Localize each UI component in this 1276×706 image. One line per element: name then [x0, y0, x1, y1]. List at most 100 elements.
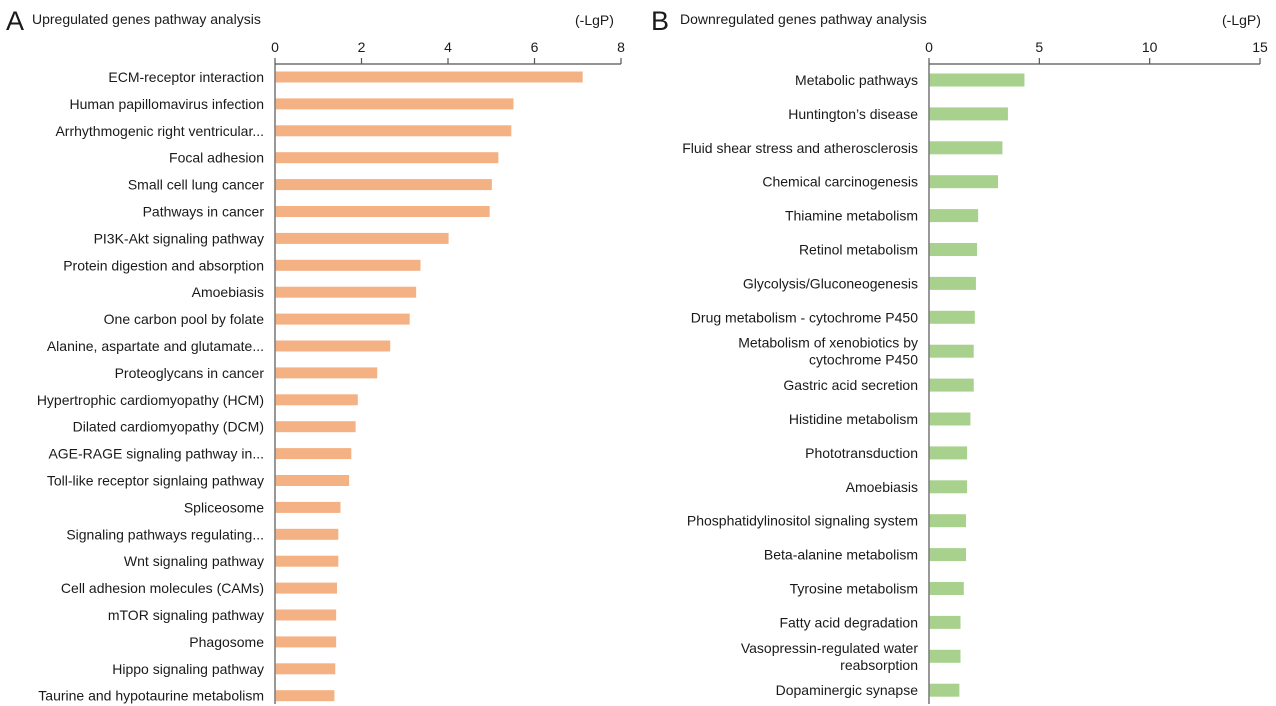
panel-b-bar-13	[929, 514, 967, 528]
panel-a-category-label-22: Hippo signaling pathway	[112, 661, 264, 677]
panel-a-bar-9	[275, 313, 410, 325]
panel-a-bar-5	[275, 206, 490, 217]
panel-a-bar-10	[275, 340, 391, 352]
panel-b-unit-label: (-LgP)	[1222, 12, 1261, 28]
panel-a-category-label-7: Protein digestion and absorption	[63, 257, 264, 273]
panel-b-bar-12	[929, 480, 968, 494]
panel-b-bar-4	[929, 209, 979, 223]
panel-a-unit-label: (-LgP)	[575, 12, 614, 28]
panel-b-bar-17	[929, 649, 961, 663]
panel-b-bar-0	[929, 73, 1025, 87]
panel-b-bar-5	[929, 243, 978, 256]
panel-a-x-tick-label-1: 2	[358, 39, 366, 55]
panel-a-bar-7	[275, 259, 421, 271]
panel-a-title: Upregulated genes pathway analysis	[32, 11, 261, 27]
panel-b-bar-10	[929, 412, 971, 426]
panel-b-bar-9	[929, 378, 974, 392]
panel-a-category-label-18: Wnt signaling pathway	[124, 553, 264, 569]
panel-a-category-label-21: Phagosome	[189, 634, 264, 650]
panel-a-bar-17	[275, 528, 339, 540]
panel-b-x-tick-label-1: 5	[1035, 39, 1043, 55]
panel-a-bar-8	[275, 286, 417, 298]
panel-a-category-label-0: ECM-receptor interaction	[108, 69, 264, 85]
panel-a-category-label-9: One carbon pool by folate	[104, 311, 265, 327]
panel-a-category-label-5: Pathways in cancer	[143, 204, 265, 220]
panel-a-x-tick-label-4: 8	[617, 39, 625, 55]
panel-b-letter: B	[651, 6, 670, 36]
panel-a-bar-23	[275, 690, 335, 702]
panel-a-category-label-1: Human papillomavirus infection	[69, 96, 264, 112]
panel-a-category-label-14: AGE-RAGE signaling pathway in...	[48, 446, 264, 462]
panel-a-bar-15	[275, 475, 350, 486]
panel-b-bar-16	[929, 615, 961, 629]
panel-b-bar-1	[929, 107, 1008, 121]
panel-a-category-label-4: Small cell lung cancer	[128, 177, 265, 193]
panel-b-category-label-3: Chemical carcinogenesis	[762, 174, 918, 190]
panel-b-bar-6	[929, 276, 976, 290]
panel-b-x-tick-label-3: 15	[1252, 39, 1268, 55]
panel-b-x-tick-label-2: 10	[1142, 39, 1158, 55]
panel-a-x-tick-label-2: 4	[444, 39, 452, 55]
panel-b-category-label-12: Amoebiasis	[846, 479, 918, 495]
panel-b-category-label-18: Dopaminergic synapse	[776, 682, 919, 698]
panel-a-category-label-8: Amoebiasis	[192, 284, 264, 300]
panel-a-category-label-11: Proteoglycans in cancer	[115, 365, 265, 381]
panel-b-category-label-0: Metabolic pathways	[795, 72, 918, 88]
panel-b-bar-8	[929, 344, 974, 358]
panel-a-bar-6	[275, 232, 449, 244]
panel-a-bar-3	[275, 152, 499, 164]
panel-a-category-label-3: Focal adhesion	[169, 150, 264, 166]
panel-b-category-label-2: Fluid shear stress and atherosclerosis	[682, 140, 918, 156]
panel-b-bar-11	[929, 446, 968, 460]
panel-a-category-label-17: Signaling pathways regulating...	[66, 526, 264, 542]
panel-b-category-label-8: Metabolism of xenobiotics by cytochrome P…	[738, 335, 918, 368]
panel-a-category-label-13: Dilated cardiomyopathy (DCM)	[73, 419, 264, 435]
panel-a-x-tick-label-0: 0	[271, 39, 279, 55]
panel-b-bar-18	[929, 683, 960, 697]
panel-a-x-tick-label-3: 6	[531, 39, 539, 55]
panel-a-category-label-15: Toll-like receptor signlaing pathway	[47, 473, 264, 489]
panel-b-category-label-14: Beta-alanine metabolism	[764, 547, 918, 563]
panel-b-category-label-16: Fatty acid degradation	[779, 614, 918, 630]
panel-a-category-label-10: Alanine, aspartate and glutamate...	[47, 338, 264, 354]
panel-a-bar-13	[275, 421, 356, 433]
panel-b-x-tick-label-0: 0	[925, 39, 933, 55]
panel-b-category-label-9: Gastric acid secretion	[783, 377, 918, 393]
panel-a-bar-20	[275, 609, 337, 621]
panel-a-bar-4	[275, 179, 492, 191]
panel-b-bar-14	[929, 548, 967, 562]
panel-a-category-label-2: Arrhythmogenic right ventricular...	[55, 123, 264, 139]
panel-a-bar-0	[275, 71, 583, 83]
panel-a-category-label-12: Hypertrophic cardiomyopathy (HCM)	[37, 392, 264, 408]
panel-a-category-label-20: mTOR signaling pathway	[108, 607, 264, 623]
panel-a-bar-21	[275, 636, 337, 648]
panel-b-category-label-1: Huntington’s disease	[788, 106, 918, 122]
panel-b-category-label-11: Phototransduction	[805, 445, 918, 461]
panel-a-bar-2	[275, 125, 512, 137]
panel-b-category-label-7: Drug metabolism - cytochrome P450	[691, 309, 918, 325]
panel-b-bar-3	[929, 175, 999, 189]
panel-b-category-label-15: Tyrosine metabolism	[790, 581, 918, 597]
panel-b-category-label-13: Phosphatidylinositol signaling system	[687, 513, 918, 529]
panel-a-bar-22	[275, 663, 336, 675]
panel-a-category-label-6: PI3K-Akt signaling pathway	[94, 230, 264, 246]
panel-b-category-label-6: Glycolysis/Gluconeogenesis	[743, 275, 918, 291]
panel-a-bar-16	[275, 501, 341, 513]
panel-a-category-label-16: Spliceosome	[184, 499, 264, 515]
panel-b-category-label-4: Thiamine metabolism	[785, 208, 918, 224]
panel-a-bar-14	[275, 448, 352, 460]
panel-a-category-label-23: Taurine and hypotaurine metabolism	[38, 688, 264, 704]
panel-b-bar-15	[929, 582, 964, 595]
panel-a-letter: A	[6, 6, 25, 36]
panel-b-category-label-17: Vasopressin-regulated water reabsorption	[741, 640, 919, 673]
panel-a-category-label-19: Cell adhesion molecules (CAMs)	[61, 580, 264, 596]
panel-a-bar-11	[275, 367, 378, 379]
panel-b-bar-7	[929, 310, 975, 324]
panel-a-bar-12	[275, 394, 358, 406]
panel-b-category-label-10: Histidine metabolism	[789, 411, 918, 427]
panel-b-bar-2	[929, 141, 1003, 155]
panel-a-bar-18	[275, 555, 339, 567]
panel-b-title: Downregulated genes pathway analysis	[680, 11, 927, 27]
panel-b-category-label-5: Retinol metabolism	[799, 242, 918, 258]
